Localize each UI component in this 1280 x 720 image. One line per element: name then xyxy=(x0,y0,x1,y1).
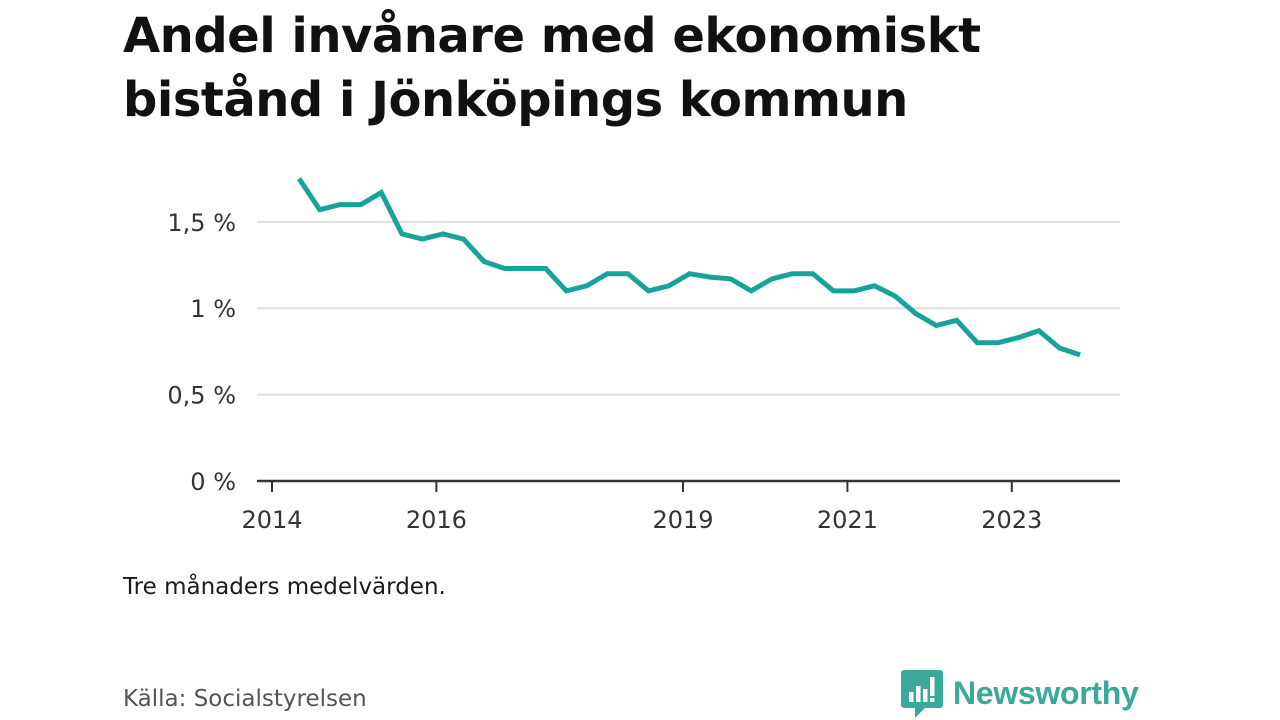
series-line-0 xyxy=(297,177,1081,358)
newsworthy-logo-icon xyxy=(901,670,943,718)
x-tick-label: 2016 xyxy=(406,506,467,534)
x-tick-label: 2014 xyxy=(241,506,302,534)
y-tick-label: 1,5 % xyxy=(167,209,236,237)
y-tick-label: 0 % xyxy=(190,468,236,496)
source-credit: Källa: Socialstyrelsen xyxy=(123,686,367,712)
brand-logo: Newsworthy xyxy=(901,668,1139,718)
chart-title-line-2: bistånd i Jönköpings kommun xyxy=(123,72,908,128)
series-layer xyxy=(297,177,1081,358)
x-tick-label: 2023 xyxy=(981,506,1042,534)
x-axis: 2014 2016 2019 2021 2023 xyxy=(241,479,1120,534)
y-tick-label: 1 % xyxy=(190,295,236,323)
brand-name: Newsworthy xyxy=(953,674,1139,711)
chart-title: Andel invånare med ekonomiskt bistånd i … xyxy=(123,4,1163,132)
y-tick-label: 0,5 % xyxy=(167,382,236,410)
chart-title-line-1: Andel invånare med ekonomiskt xyxy=(123,8,981,64)
gridlines xyxy=(257,220,1120,396)
x-tick-label: 2019 xyxy=(652,506,713,534)
y-axis-ticks: 0 % 0,5 % 1 % 1,5 % xyxy=(167,209,236,496)
x-tick-label: 2021 xyxy=(817,506,878,534)
chart-note: Tre månaders medelvärden. xyxy=(123,574,446,600)
